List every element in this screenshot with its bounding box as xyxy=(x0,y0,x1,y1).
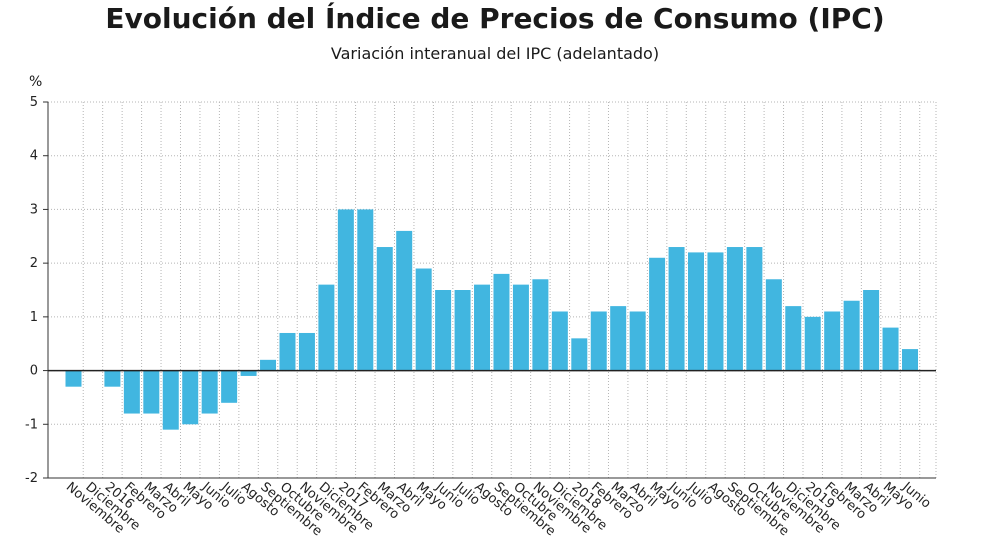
bar xyxy=(474,284,491,371)
bar xyxy=(746,247,763,371)
y-tick-label: 2 xyxy=(30,256,38,271)
bar xyxy=(804,316,821,371)
bar xyxy=(298,332,315,371)
y-tick-label: 4 xyxy=(30,149,38,164)
bar xyxy=(551,311,568,371)
chart-title: Evolución del Índice de Precios de Consu… xyxy=(105,2,885,35)
bar xyxy=(396,230,413,371)
bar xyxy=(435,290,452,371)
bar xyxy=(454,290,471,371)
bar xyxy=(649,257,666,371)
y-tick-label: -2 xyxy=(25,471,38,486)
bar xyxy=(843,300,860,371)
y-axis-unit: % xyxy=(29,74,43,90)
bar xyxy=(726,247,743,371)
bar xyxy=(104,370,121,387)
bar xyxy=(571,338,588,371)
bar xyxy=(65,370,82,387)
bar xyxy=(532,279,549,371)
bar xyxy=(882,327,899,371)
bar xyxy=(902,349,918,371)
grid xyxy=(48,101,937,479)
bar xyxy=(357,209,374,371)
bar xyxy=(201,370,218,414)
bar xyxy=(376,247,393,371)
bar xyxy=(824,311,841,371)
bar xyxy=(143,370,160,414)
bar xyxy=(765,279,782,371)
bar xyxy=(610,306,627,371)
chart-subtitle: Variación interanual del IPC (adelantado… xyxy=(330,44,660,63)
bar xyxy=(279,332,296,371)
bar xyxy=(123,370,140,414)
y-tick-label: 3 xyxy=(30,202,38,217)
bar xyxy=(221,370,238,403)
y-tick-label: 0 xyxy=(30,364,38,379)
bar xyxy=(318,284,335,371)
bar xyxy=(162,370,179,430)
bar xyxy=(493,273,510,371)
bar xyxy=(182,370,199,425)
bar xyxy=(415,268,432,371)
bar xyxy=(668,247,685,371)
bar xyxy=(240,370,257,376)
y-tick-label: 5 xyxy=(30,95,38,110)
bar xyxy=(629,311,646,371)
axes xyxy=(43,101,936,479)
bar xyxy=(260,359,277,371)
bar xyxy=(337,209,354,371)
bar xyxy=(785,306,802,371)
y-tick-label: 1 xyxy=(30,310,38,325)
bar xyxy=(512,284,529,371)
x-tick-labels: NoviembreDiciembre2016FebreroMarzoAbrilM… xyxy=(63,479,934,539)
bar xyxy=(863,290,880,371)
bar xyxy=(590,311,607,371)
y-tick-label: -1 xyxy=(25,417,38,432)
bar xyxy=(707,252,724,371)
bars xyxy=(65,209,918,430)
bar xyxy=(688,252,705,371)
y-tick-labels: -2 -1 0 1 2 3 4 5 xyxy=(25,95,38,486)
